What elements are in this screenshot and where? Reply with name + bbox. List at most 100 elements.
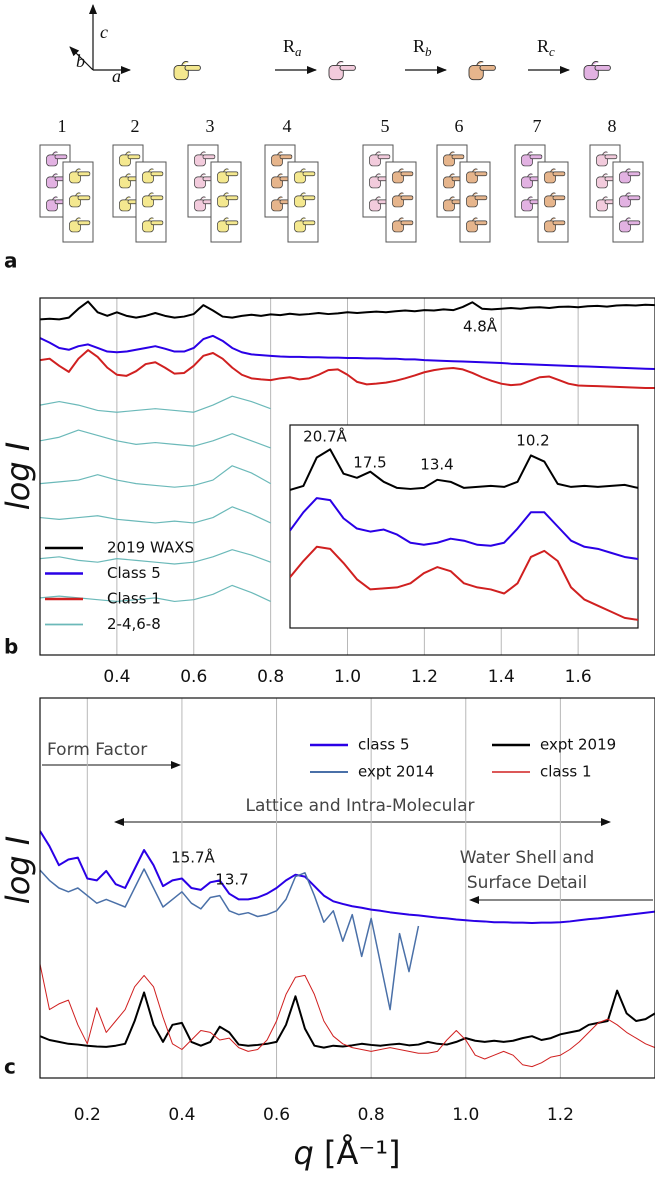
hand-icon xyxy=(46,151,68,167)
x-tick-label: 0.6 xyxy=(263,1105,290,1125)
hand-finger xyxy=(552,195,566,201)
hand-thumb xyxy=(550,192,556,197)
hand-icon xyxy=(544,192,566,208)
hand-thumb xyxy=(148,217,154,222)
hand-thumb xyxy=(277,173,283,178)
data-line xyxy=(40,506,271,524)
hand-thumb xyxy=(472,192,478,197)
x-tick-label: 1.4 xyxy=(488,667,515,687)
hand-icon xyxy=(119,151,141,167)
legend-label: expt 2019 xyxy=(540,736,616,754)
hand-icon xyxy=(217,192,239,208)
hand-thumb xyxy=(602,173,608,178)
legend-label: class 1 xyxy=(540,763,592,781)
annotation: Lattice and Intra-Molecular xyxy=(245,796,474,816)
hand-finger xyxy=(339,64,356,71)
rotation-label: Rc xyxy=(537,36,555,59)
hand-thumb xyxy=(200,151,206,156)
hand-finger xyxy=(474,171,488,177)
axis-label: b xyxy=(76,51,85,71)
arrangement-number: 3 xyxy=(206,116,215,136)
hand-finger xyxy=(225,195,239,201)
hand-finger xyxy=(627,171,641,177)
hand-finger xyxy=(400,171,414,177)
rotation-label: Rb xyxy=(413,36,432,59)
hand-finger xyxy=(202,154,216,160)
arrangement-number: 8 xyxy=(608,116,617,136)
hand-icon xyxy=(583,61,611,81)
arrangement-number: 6 xyxy=(455,116,464,136)
legend-label: Class 5 xyxy=(107,564,161,582)
hand-thumb xyxy=(550,168,556,173)
hand-icon xyxy=(392,217,414,233)
x-tick-label: 0.4 xyxy=(103,667,130,687)
data-line xyxy=(40,300,655,321)
hand-thumb xyxy=(602,151,608,156)
hand-thumb xyxy=(75,192,81,197)
hand-thumb xyxy=(398,168,404,173)
hand-finger xyxy=(474,220,488,226)
inset-frame xyxy=(289,424,639,629)
hand-finger xyxy=(77,220,91,226)
chart: 0.2 0.4 0.6 0.8 1.0 1.2 log I q [Å⁻¹] Form Facto… xyxy=(0,697,655,1172)
hand-finger xyxy=(627,195,641,201)
hand-finger xyxy=(150,220,164,226)
x-tick-label: 0.8 xyxy=(358,1105,385,1125)
hand-thumb xyxy=(375,173,381,178)
hand-thumb xyxy=(181,61,189,66)
arrangement-number: 4 xyxy=(283,116,292,136)
hand-icon xyxy=(544,217,566,233)
hand-icon xyxy=(619,192,641,208)
hand-thumb xyxy=(75,168,81,173)
hand-finger xyxy=(302,220,316,226)
hand-thumb xyxy=(336,61,344,66)
hand-icon xyxy=(217,217,239,233)
hand-thumb xyxy=(300,168,306,173)
hand-icon xyxy=(271,151,293,167)
x-axis-variable: q xyxy=(293,1134,313,1172)
hand-thumb xyxy=(52,173,58,178)
annotation: Water Shell and xyxy=(460,848,595,868)
hand-finger xyxy=(225,171,239,177)
x-tick-label: 0.6 xyxy=(180,667,207,687)
hand-finger xyxy=(54,154,68,160)
hand-finger xyxy=(150,171,164,177)
x-tick-label: 1.0 xyxy=(452,1105,479,1125)
hand-thumb xyxy=(625,217,631,222)
panel-label: c xyxy=(4,1055,16,1079)
hand-finger xyxy=(451,154,465,160)
data-line xyxy=(40,334,655,371)
hand-thumb xyxy=(375,151,381,156)
hand-icon xyxy=(294,168,316,184)
hand-icon xyxy=(294,217,316,233)
hand-thumb xyxy=(398,217,404,222)
hand-finger xyxy=(377,154,391,160)
annotation: Form Factor xyxy=(47,740,147,760)
hand-thumb xyxy=(449,151,455,156)
x-axis-unit: [Å⁻¹] xyxy=(324,1134,401,1172)
legend-label: class 5 xyxy=(358,736,410,754)
hand-thumb xyxy=(449,196,455,201)
hand-finger xyxy=(594,64,611,71)
y-axis-label: log I xyxy=(0,836,37,904)
hand-thumb xyxy=(602,196,608,201)
arrangement-number: 1 xyxy=(58,116,67,136)
panel-label: b xyxy=(4,635,18,659)
hand-thumb xyxy=(52,151,58,156)
hand-icon xyxy=(619,217,641,233)
axis-label: c xyxy=(100,22,108,42)
hand-finger xyxy=(552,171,566,177)
hand-thumb xyxy=(398,192,404,197)
x-tick-label: 0.2 xyxy=(74,1105,101,1125)
hand-icon xyxy=(466,192,488,208)
hand-thumb xyxy=(125,196,131,201)
hand-finger xyxy=(479,64,496,71)
annotation: 13.4 xyxy=(420,456,453,474)
legend-label: Class 1 xyxy=(107,590,161,608)
rotation-symbol: R xyxy=(283,36,295,56)
annotation: 4.8Å xyxy=(463,317,498,336)
hand-icon xyxy=(369,196,391,212)
hand-thumb xyxy=(200,173,206,178)
data-line xyxy=(290,545,638,621)
hand-finger xyxy=(400,195,414,201)
